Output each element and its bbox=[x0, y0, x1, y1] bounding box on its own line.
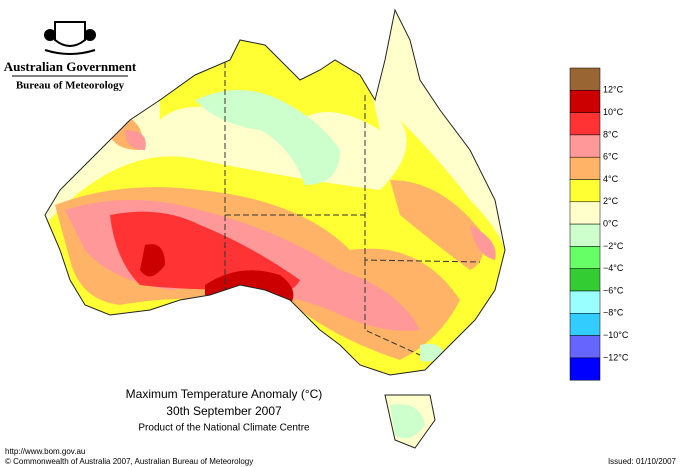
map-title: Maximum Temperature Anomaly (°C) bbox=[126, 387, 323, 401]
legend-swatch bbox=[569, 156, 601, 180]
legend-label: 0°C bbox=[603, 218, 619, 228]
legend-label: −8°C bbox=[603, 308, 624, 318]
legend-label: −12°C bbox=[603, 352, 629, 362]
government-name: Australian Government bbox=[4, 59, 137, 74]
legend-swatch bbox=[569, 268, 601, 292]
legend-label: 2°C bbox=[603, 196, 619, 206]
agency-name: Bureau of Meteorology bbox=[16, 80, 125, 92]
footer-url: http://www.bom.gov.au bbox=[5, 447, 85, 456]
legend-swatch bbox=[569, 290, 601, 314]
legend-swatch bbox=[569, 134, 601, 158]
legend-label: −6°C bbox=[603, 285, 624, 295]
legend-swatch bbox=[569, 335, 601, 359]
legend-label: 10°C bbox=[603, 107, 624, 117]
legend-swatch bbox=[569, 179, 601, 203]
legend-swatch bbox=[569, 313, 601, 336]
legend-label: −2°C bbox=[603, 241, 624, 251]
map-date: 30th September 2007 bbox=[166, 404, 282, 418]
legend-swatch bbox=[569, 201, 601, 225]
legend-swatch bbox=[569, 246, 601, 269]
footer-issued: Issued: 01/10/2007 bbox=[608, 457, 677, 466]
legend-label: −4°C bbox=[603, 263, 624, 273]
legend-label: −10°C bbox=[603, 330, 629, 340]
legend-swatch bbox=[569, 67, 601, 91]
legend: 12°C 10°C 8°C 6°C 4°C 2°C 0°C −2°C −4°C −6°C −8°C −… bbox=[569, 67, 629, 381]
state-borders bbox=[224, 62, 481, 356]
legend-label: 6°C bbox=[603, 152, 619, 162]
legend-swatch bbox=[569, 223, 601, 247]
legend-label: 4°C bbox=[603, 174, 619, 184]
footer-copyright: © Commonwealth of Australia 2007, Austra… bbox=[5, 457, 253, 466]
coastline bbox=[44, 8, 506, 449]
legend-swatch bbox=[569, 357, 601, 381]
legend-label: 8°C bbox=[603, 129, 619, 139]
crest bbox=[44, 21, 96, 55]
legend-label: 12°C bbox=[603, 85, 624, 95]
legend-swatch bbox=[569, 112, 601, 136]
map-source: Product of the National Climate Centre bbox=[138, 423, 310, 434]
legend-swatch bbox=[569, 90, 601, 113]
